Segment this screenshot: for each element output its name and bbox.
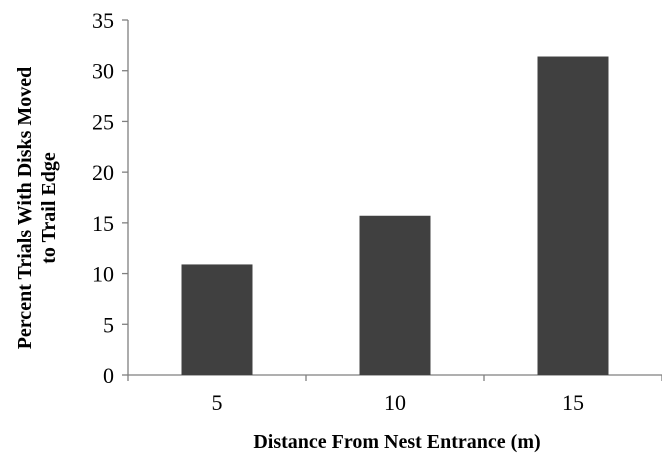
bar xyxy=(359,215,431,375)
x-axis-title: Distance From Nest Entrance (m) xyxy=(253,431,540,453)
x-tick-label: 10 xyxy=(384,390,406,415)
y-tick-labels: 0 5 10 15 20 25 30 35 xyxy=(92,8,114,388)
y-tick-label: 30 xyxy=(92,59,114,84)
x-tick-labels: 5 10 15 xyxy=(212,390,585,415)
x-tick-label: 15 xyxy=(562,390,584,415)
x-tick-label: 5 xyxy=(212,390,223,415)
bar xyxy=(181,264,253,375)
y-axis xyxy=(122,19,129,376)
y-tick-label: 35 xyxy=(92,8,114,33)
y-axis-title: Percent Trials With Disks Moved to Trail… xyxy=(14,67,60,350)
y-tick-label: 10 xyxy=(92,262,114,287)
y-tick-label: 20 xyxy=(92,160,114,185)
x-axis xyxy=(127,374,662,381)
y-axis-title-line-1: Percent Trials With Disks Moved xyxy=(14,67,36,350)
y-tick-label: 25 xyxy=(92,109,114,134)
bar xyxy=(537,56,609,376)
y-axis-title-line-2: to Trail Edge xyxy=(38,152,60,264)
y-tick-label: 15 xyxy=(92,211,114,236)
y-tick-label: 0 xyxy=(103,363,114,388)
y-tick-label: 5 xyxy=(103,312,114,337)
bars xyxy=(181,56,609,376)
